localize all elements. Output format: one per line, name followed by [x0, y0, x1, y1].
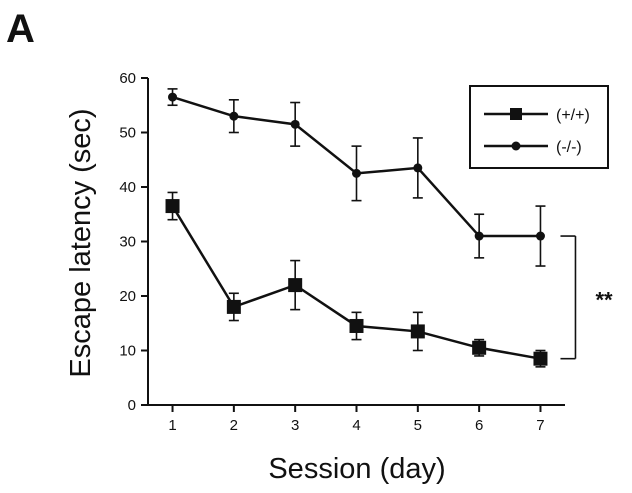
panel-label: A — [6, 7, 35, 51]
y-tick-label: 10 — [119, 343, 136, 360]
legend: (+/+) (-/-) — [469, 85, 609, 169]
y-tick-label: 30 — [119, 234, 136, 251]
data-point — [288, 278, 303, 293]
data-point — [472, 340, 487, 355]
x-tick-label: 7 — [536, 417, 544, 434]
y-tick-label: 60 — [119, 70, 136, 87]
x-tick-label: 4 — [352, 417, 360, 434]
data-point — [474, 231, 484, 241]
legend-item: (+/+) — [484, 107, 590, 124]
y-axis-title: Escape latency (sec) — [65, 108, 97, 377]
x-tick-label: 3 — [291, 417, 299, 434]
y-tick-label: 0 — [128, 397, 136, 414]
data-point — [226, 299, 241, 314]
x-tick-label: 6 — [475, 417, 483, 434]
x-tick-label: 1 — [168, 417, 176, 434]
y-tick-label: 20 — [119, 288, 136, 305]
legend-label: (+/+) — [556, 107, 590, 124]
x-tick-label: 2 — [230, 417, 238, 434]
data-point — [168, 92, 178, 102]
data-point — [533, 351, 548, 366]
series-layer — [165, 88, 548, 368]
x-axis-title: Session (day) — [268, 453, 445, 485]
x-ticks: 1 2 3 4 5 6 7 — [168, 405, 545, 434]
data-point — [349, 318, 364, 333]
data-point — [535, 231, 545, 241]
legend-marker — [511, 141, 521, 151]
y-ticks: 0 10 20 30 40 50 60 — [119, 70, 148, 414]
legend-marker — [510, 108, 522, 120]
series-wildtype — [165, 191, 548, 368]
data-point — [410, 324, 425, 339]
significance-bracket: ** — [560, 235, 613, 360]
legend-label: (-/-) — [556, 139, 582, 156]
x-tick-label: 5 — [414, 417, 422, 434]
significance-label: ** — [595, 287, 613, 312]
data-point — [352, 168, 361, 178]
data-point — [413, 163, 423, 173]
y-tick-label: 40 — [119, 179, 136, 196]
legend-box — [469, 85, 609, 169]
data-point — [165, 199, 180, 214]
data-point — [229, 111, 239, 121]
series-knockout — [167, 88, 546, 267]
legend-item: (-/-) — [484, 139, 582, 156]
data-point — [290, 119, 300, 129]
y-tick-label: 50 — [119, 125, 136, 142]
